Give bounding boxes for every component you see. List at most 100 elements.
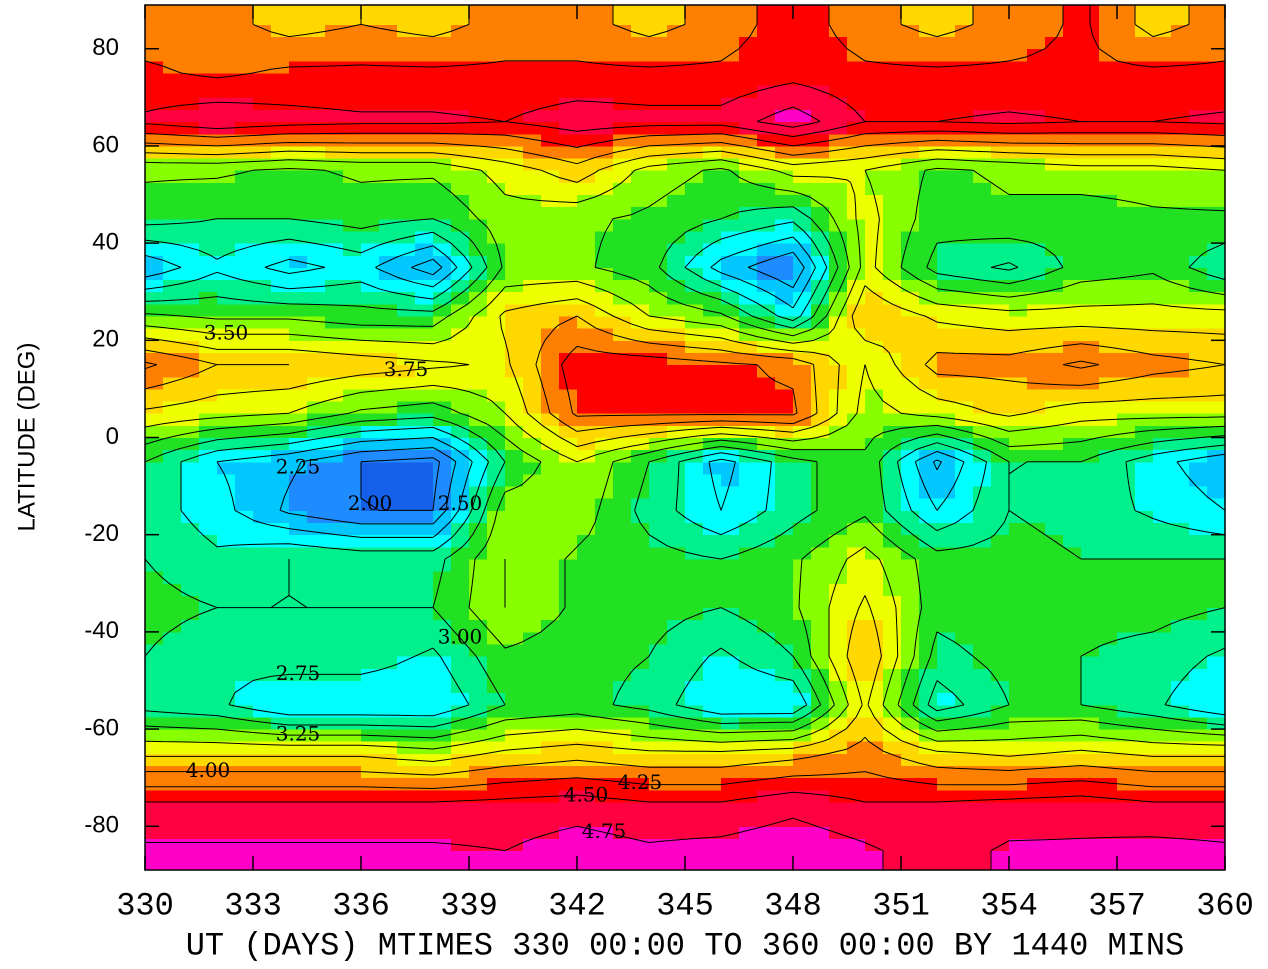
contour-cell [1117, 303, 1136, 317]
contour-cell [883, 860, 902, 866]
contour-cell [163, 486, 182, 499]
contour-cell [901, 595, 920, 609]
contour-cell [415, 865, 434, 871]
contour-cell [991, 558, 1010, 572]
contour-cell [325, 607, 344, 621]
contour-cell [307, 595, 326, 609]
contour-cell [325, 801, 344, 815]
contour-cell [865, 850, 884, 856]
contour-cell [1135, 48, 1154, 62]
contour-cell [397, 668, 416, 681]
contour-cell [1207, 121, 1226, 135]
contour-cell [937, 291, 956, 305]
contour-cell [1009, 145, 1028, 159]
contour-cell [919, 461, 938, 475]
contour-cell [559, 789, 578, 803]
contour-cell [1117, 19, 1136, 25]
contour-cell [1009, 571, 1028, 584]
contour-cell [361, 583, 380, 596]
contour-cell [721, 692, 740, 706]
contour-cell [667, 522, 686, 536]
contour-cell [955, 121, 974, 135]
contour-cell [1099, 449, 1118, 463]
contour-cell [415, 583, 434, 596]
contour-cell [703, 413, 722, 426]
contour-cell [1099, 14, 1118, 21]
contour-cell [973, 865, 992, 871]
contour-cell [505, 352, 524, 366]
contour-cell [505, 145, 524, 159]
contour-cell [973, 838, 992, 852]
contour-cell [1009, 48, 1028, 62]
contour-cell [901, 243, 920, 256]
contour-cell [289, 279, 308, 293]
contour-cell [847, 97, 866, 110]
contour-cell [1171, 437, 1190, 451]
contour-cell [271, 303, 290, 317]
contour-cell [451, 644, 470, 657]
contour-cell [397, 473, 416, 487]
contour-cell [1045, 801, 1064, 815]
contour-cell [739, 855, 758, 861]
contour-cell [793, 534, 812, 548]
contour-cell [1189, 145, 1208, 159]
contour-cell [847, 668, 866, 681]
contour-cell [865, 194, 884, 208]
contour-cell [505, 316, 524, 329]
contour-cell [955, 145, 974, 159]
contour-cell [901, 19, 920, 25]
contour-cell [289, 571, 308, 584]
contour-cell [937, 838, 956, 852]
contour-cell [1171, 595, 1190, 609]
contour-cell [559, 571, 578, 584]
contour-cell [649, 510, 668, 524]
contour-cell [901, 826, 920, 839]
contour-cell [361, 865, 380, 871]
contour-cell [1063, 753, 1082, 767]
contour-cell [1009, 522, 1028, 536]
contour-cell [181, 668, 200, 681]
contour-cell [613, 522, 632, 536]
contour-cell [937, 243, 956, 256]
contour-cell [289, 498, 308, 511]
contour-cell [1099, 194, 1118, 208]
contour-cell [523, 729, 542, 742]
contour-cell [433, 243, 452, 256]
contour-cell [307, 534, 326, 548]
contour-cell [163, 473, 182, 487]
contour-cell [703, 352, 722, 366]
contour-cell [919, 97, 938, 110]
contour-cell [1117, 206, 1136, 220]
contour-cell [1153, 656, 1172, 669]
contour-cell [973, 498, 992, 511]
contour-cell [919, 692, 938, 706]
contour-cell [235, 656, 254, 669]
contour-cell [271, 498, 290, 511]
contour-cell [559, 14, 578, 21]
contour-cell [145, 5, 164, 11]
contour-cell [685, 340, 704, 353]
contour-cell [1099, 97, 1118, 110]
contour-cell [1117, 668, 1136, 681]
contour-cell [541, 291, 560, 305]
contour-cell [289, 860, 308, 866]
contour-cell [919, 865, 938, 871]
contour-cell [865, 801, 884, 815]
contour-cell [397, 644, 416, 657]
contour-cell [1045, 855, 1064, 861]
contour-cell [1117, 838, 1136, 852]
contour-cell [1063, 24, 1082, 38]
contour-cell [559, 145, 578, 159]
contour-cell [1117, 291, 1136, 305]
contour-cell [523, 243, 542, 256]
contour-cell [1117, 97, 1136, 110]
contour-cell [973, 595, 992, 609]
contour-cell [469, 850, 488, 856]
contour-cell [631, 644, 650, 657]
contour-cell [1081, 855, 1100, 861]
contour-cell [631, 73, 650, 86]
contour-cell [883, 855, 902, 861]
contour-cell [1063, 461, 1082, 475]
contour-cell [667, 486, 686, 499]
contour-cell [199, 498, 218, 511]
